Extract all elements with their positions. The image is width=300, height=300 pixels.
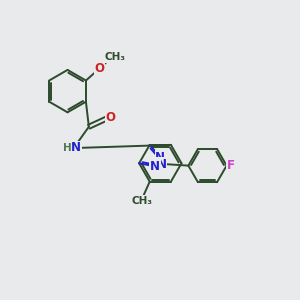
Text: F: F	[227, 159, 235, 172]
Text: N: N	[71, 141, 81, 154]
Text: H: H	[63, 143, 72, 153]
Text: N: N	[155, 151, 165, 164]
Text: CH₃: CH₃	[104, 52, 125, 62]
Text: N: N	[157, 158, 167, 171]
Text: N: N	[150, 160, 160, 173]
Text: O: O	[105, 111, 116, 124]
Text: O: O	[94, 62, 104, 75]
Text: CH₃: CH₃	[132, 196, 153, 206]
